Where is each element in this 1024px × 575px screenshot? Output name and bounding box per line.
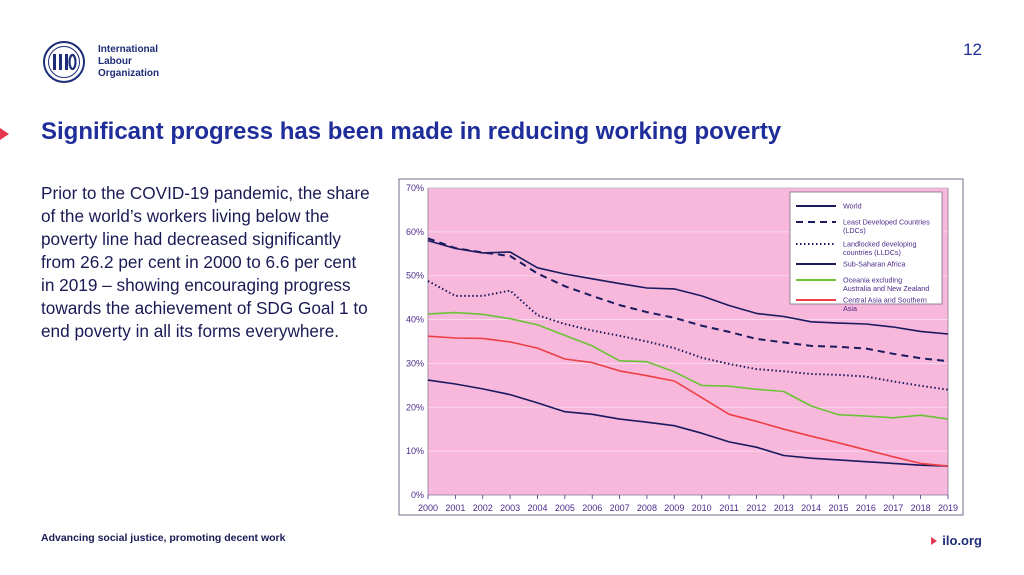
series-line-3 [427,280,949,391]
slide-title: Significant progress has been made in re… [41,118,782,145]
working-poverty-line-chart: 0% 10% 20% 30% 40% 50% 60% 70% 2000 2001 2002 2003 2… [398,178,964,516]
legend-box [789,191,943,305]
org-name-line-1: International [98,44,159,55]
x-tick-label: 2012 [746,503,766,513]
y-tick-label: 10% [406,446,424,456]
legend-label: Oceania excluding Australia and New Zeala… [843,276,929,294]
chart-frame [398,178,964,516]
y-tick-label: 40% [406,315,424,325]
legend-label: Least Developed Countries (LDCs) [843,218,930,236]
y-tick-label: 0% [411,490,424,500]
arrow-icon [931,536,938,545]
x-tick-label: 2015 [829,503,849,513]
x-tick-label: 2010 [692,503,712,513]
ilo-emblem-icon [43,41,85,83]
legend-label: Sub-Saharan Africa [843,260,905,269]
y-tick-label: 50% [406,271,424,281]
x-tick-label: 2009 [664,503,684,513]
org-name-line-2: Labour [98,56,132,67]
y-tick-label: 20% [406,402,424,412]
series-line-4 [427,239,949,335]
legend-label: World [843,202,862,211]
x-tick-label: 2011 [719,503,738,513]
x-tick-label: 2002 [473,503,493,513]
footer-site-link[interactable]: ilo.org [931,533,982,548]
y-tick-label: 30% [406,358,424,368]
x-tick-label: 2019 [938,503,958,513]
x-tick-label: 2016 [856,503,876,513]
series-line-2 [427,237,949,363]
title-marker-icon [0,128,9,140]
page-number: 12 [963,40,982,59]
org-name: International Labour Organization [98,44,159,80]
x-tick-label: 2014 [801,503,821,513]
footer-site-label: ilo.org [942,533,982,548]
x-tick-label: 2005 [555,503,575,513]
footer-tagline: Advancing social justice, promoting dece… [41,532,286,544]
x-tick-label: 2001 [445,503,465,513]
y-tick-label: 70% [406,183,424,193]
series-line-6 [427,335,949,467]
x-tick-label: 2000 [418,503,438,513]
x-tick-label: 2004 [527,503,547,513]
x-tick-label: 2007 [610,503,630,513]
x-tick-label: 2013 [774,503,794,513]
legend-label: Landlocked developing countries (LLDCs) [843,240,917,258]
x-tick-label: 2003 [500,503,520,513]
ilo-logo[interactable]: International Labour Organization [40,40,190,84]
org-name-line-3: Organization [98,68,160,79]
x-tick-label: 2006 [582,503,602,513]
x-tick-label: 2018 [911,503,931,513]
y-tick-label: 60% [406,227,424,237]
slide-body-text: Prior to the COVID-19 pandemic, the shar… [41,183,370,341]
x-tick-label: 2017 [883,503,903,513]
x-tick-label: 2008 [637,503,657,513]
series-line-1 [427,379,949,467]
legend-label: Central Asia and Southern Asia [843,296,927,314]
series-line-5 [427,311,949,420]
